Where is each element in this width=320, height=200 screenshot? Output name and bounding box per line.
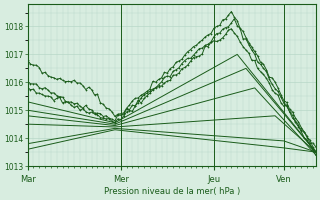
X-axis label: Pression niveau de la mer( hPa ): Pression niveau de la mer( hPa ) bbox=[104, 187, 240, 196]
